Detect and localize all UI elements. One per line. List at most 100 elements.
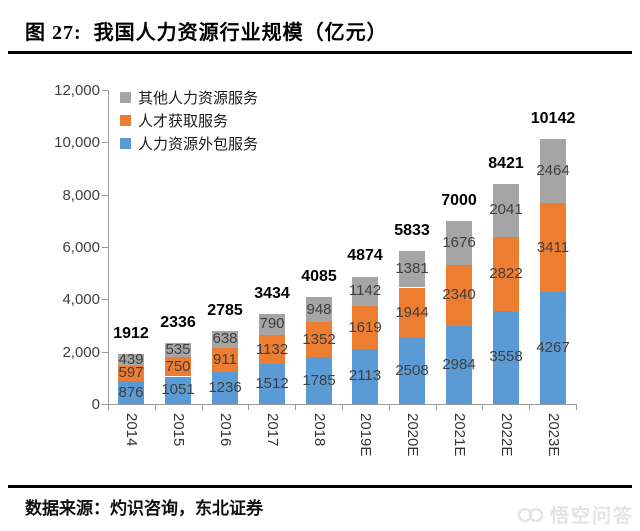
y-axis-tick-label: 2,000 — [62, 344, 100, 361]
bar-segment-人才获取服务 — [212, 347, 238, 372]
bar-segment-value: 911 — [213, 351, 237, 368]
bar-segment-value: 1236 — [208, 379, 242, 396]
y-axis-tick-label: 8,000 — [62, 187, 100, 204]
x-axis-category-label: 2015 — [170, 413, 187, 447]
y-axis-tick — [102, 90, 108, 91]
bar-segment-人力资源外包服务 — [306, 357, 332, 404]
bar-segment-value: 597 — [118, 364, 144, 381]
bar-segment-人力资源外包服务 — [493, 310, 519, 404]
figure-title: 图 27: 我国人力资源行业规模（亿元） — [25, 22, 388, 44]
bar-segment-value: 2984 — [442, 356, 476, 373]
x-axis-tick — [248, 404, 249, 410]
bar-segment-人力资源外包服务 — [540, 292, 566, 404]
bar-total-value: 10142 — [530, 110, 576, 127]
bar-segment-value: 3558 — [489, 348, 523, 365]
bar-segment-人才获取服务 — [118, 365, 144, 382]
bar-segment-value: 1944 — [395, 304, 429, 321]
bar-segment-value: 1051 — [161, 381, 195, 398]
x-axis-tick — [576, 404, 577, 410]
bar-segment-value: 948 — [306, 301, 332, 318]
x-axis-tick — [295, 404, 296, 410]
bar-segment-其他人力资源服务 — [446, 220, 472, 265]
x-axis-category-label: 2022E — [498, 413, 515, 457]
legend-swatch-icon — [120, 115, 131, 126]
y-axis-tick — [102, 142, 108, 143]
x-axis-category-label: 2017 — [264, 413, 281, 447]
y-axis-tick-label: 12,000 — [54, 82, 100, 99]
bar-segment-人才获取服务 — [493, 237, 519, 311]
bar-segment-value: 1352 — [302, 331, 336, 348]
x-axis-tick — [389, 404, 390, 410]
bar-total-value: 8421 — [488, 155, 524, 172]
legend-item: 人才获取服务 — [120, 109, 258, 132]
bar-segment-value: 1619 — [348, 319, 382, 336]
x-axis-category-label: 2014 — [123, 413, 140, 447]
bar-segment-人才获取服务 — [399, 287, 425, 339]
x-axis-category-label: 2019E — [357, 413, 374, 457]
bar-segment-其他人力资源服务 — [493, 183, 519, 238]
bar-segment-value: 638 — [212, 330, 238, 347]
legend-label: 其他人力资源服务 — [138, 90, 259, 107]
y-axis-tick-label: 10,000 — [54, 134, 100, 151]
bar-segment-value: 2041 — [489, 201, 523, 218]
bar-total-value: 4085 — [301, 268, 337, 285]
bar-segment-value: 3411 — [536, 239, 570, 256]
bar-segment-value: 1785 — [302, 372, 336, 389]
y-axis-tick — [102, 299, 108, 300]
bar-total-value: 5833 — [394, 222, 430, 239]
bar-segment-其他人力资源服务 — [540, 138, 566, 204]
wukong-watermark: 悟空问答 — [517, 501, 634, 528]
bar-segment-value: 876 — [118, 384, 144, 401]
x-axis-category-label: 2018 — [311, 413, 328, 447]
bar-segment-value: 1381 — [395, 260, 429, 277]
x-axis-category-label: 2023E — [545, 413, 562, 457]
bar-segment-value: 2113 — [348, 367, 382, 384]
x-axis-tick — [529, 404, 530, 410]
legend-swatch-icon — [120, 138, 131, 149]
x-axis-category-label: 2020E — [404, 413, 421, 457]
bar-segment-value: 439 — [118, 351, 144, 368]
bar-segment-其他人力资源服务 — [259, 314, 285, 335]
bar-segment-人才获取服务 — [540, 203, 566, 293]
y-axis-tick — [102, 352, 108, 353]
watermark-logo-icon — [517, 506, 545, 524]
x-axis-tick — [482, 404, 483, 410]
y-axis-tick — [102, 247, 108, 248]
bar-segment-人才获取服务 — [306, 321, 332, 358]
bar-segment-value: 535 — [165, 341, 191, 358]
x-axis-tick — [202, 404, 203, 410]
bar-segment-value: 2340 — [442, 286, 476, 303]
legend-label: 人才获取服务 — [138, 113, 229, 130]
bar-segment-value: 1676 — [442, 234, 476, 251]
bar-segment-value: 750 — [165, 358, 191, 375]
y-axis-line — [108, 90, 109, 404]
x-axis-tick — [155, 404, 156, 410]
x-axis-tick — [436, 404, 437, 410]
bar-segment-人力资源外包服务 — [165, 376, 191, 404]
data-source-note: 数据来源：灼识咨询，东北证券 — [25, 499, 263, 518]
bar-segment-其他人力资源服务 — [212, 331, 238, 348]
bar-segment-其他人力资源服务 — [306, 297, 332, 322]
bar-total-value: 1912 — [113, 325, 149, 342]
y-axis-tick-label: 4,000 — [62, 291, 100, 308]
bar-segment-人才获取服务 — [352, 306, 378, 349]
bar-segment-人力资源外包服务 — [212, 371, 238, 404]
bar-segment-其他人力资源服务 — [399, 251, 425, 288]
legend-item: 其他人力资源服务 — [120, 86, 258, 109]
bar-segment-人力资源外包服务 — [352, 348, 378, 404]
x-axis-tick — [108, 404, 109, 410]
bar-segment-人力资源外包服务 — [399, 338, 425, 404]
bar-segment-value: 1512 — [255, 375, 289, 392]
x-axis-tick — [342, 404, 343, 410]
bar-segment-其他人力资源服务 — [165, 342, 191, 357]
watermark-text: 悟空问答 — [549, 506, 634, 527]
legend-swatch-icon — [120, 92, 131, 103]
bar-total-value: 4874 — [347, 247, 383, 264]
bar-segment-value: 2822 — [489, 265, 523, 282]
bar-segment-value: 2464 — [536, 162, 570, 179]
footer-divider — [8, 485, 632, 488]
y-axis-tick — [102, 195, 108, 196]
bar-segment-人力资源外包服务 — [259, 364, 285, 404]
bar-segment-人才获取服务 — [259, 334, 285, 365]
y-axis-tick-label: 6,000 — [62, 239, 100, 256]
